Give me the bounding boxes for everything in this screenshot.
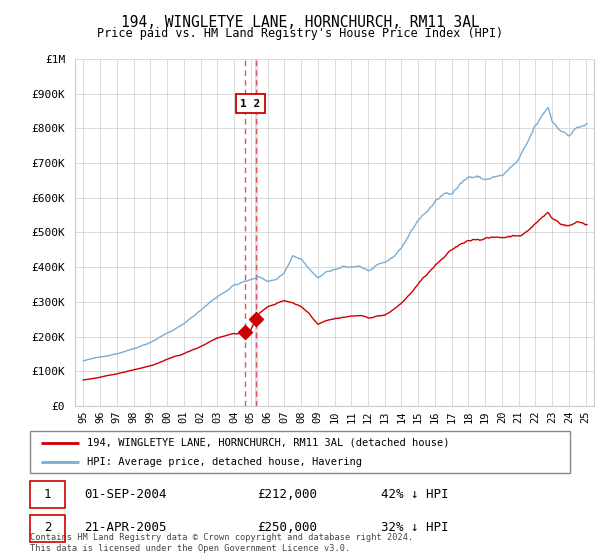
Text: 32% ↓ HPI: 32% ↓ HPI bbox=[381, 521, 449, 534]
Text: 2: 2 bbox=[44, 521, 52, 534]
Text: 01-SEP-2004: 01-SEP-2004 bbox=[84, 488, 167, 501]
Bar bbox=[30, 481, 65, 508]
Bar bbox=[30, 515, 65, 542]
Text: 42% ↓ HPI: 42% ↓ HPI bbox=[381, 488, 449, 501]
Text: 1 2: 1 2 bbox=[241, 99, 261, 109]
Bar bbox=[256, 59, 257, 406]
Text: Price paid vs. HM Land Registry's House Price Index (HPI): Price paid vs. HM Land Registry's House … bbox=[97, 27, 503, 40]
Text: £250,000: £250,000 bbox=[257, 521, 317, 534]
Text: 1: 1 bbox=[44, 488, 52, 501]
Text: £212,000: £212,000 bbox=[257, 488, 317, 501]
Text: 21-APR-2005: 21-APR-2005 bbox=[84, 521, 167, 534]
Text: 194, WINGLETYE LANE, HORNCHURCH, RM11 3AL (detached house): 194, WINGLETYE LANE, HORNCHURCH, RM11 3A… bbox=[86, 437, 449, 447]
Text: HPI: Average price, detached house, Havering: HPI: Average price, detached house, Have… bbox=[86, 457, 362, 467]
Text: Contains HM Land Registry data © Crown copyright and database right 2024.
This d: Contains HM Land Registry data © Crown c… bbox=[30, 533, 413, 553]
Text: 194, WINGLETYE LANE, HORNCHURCH, RM11 3AL: 194, WINGLETYE LANE, HORNCHURCH, RM11 3A… bbox=[121, 15, 479, 30]
